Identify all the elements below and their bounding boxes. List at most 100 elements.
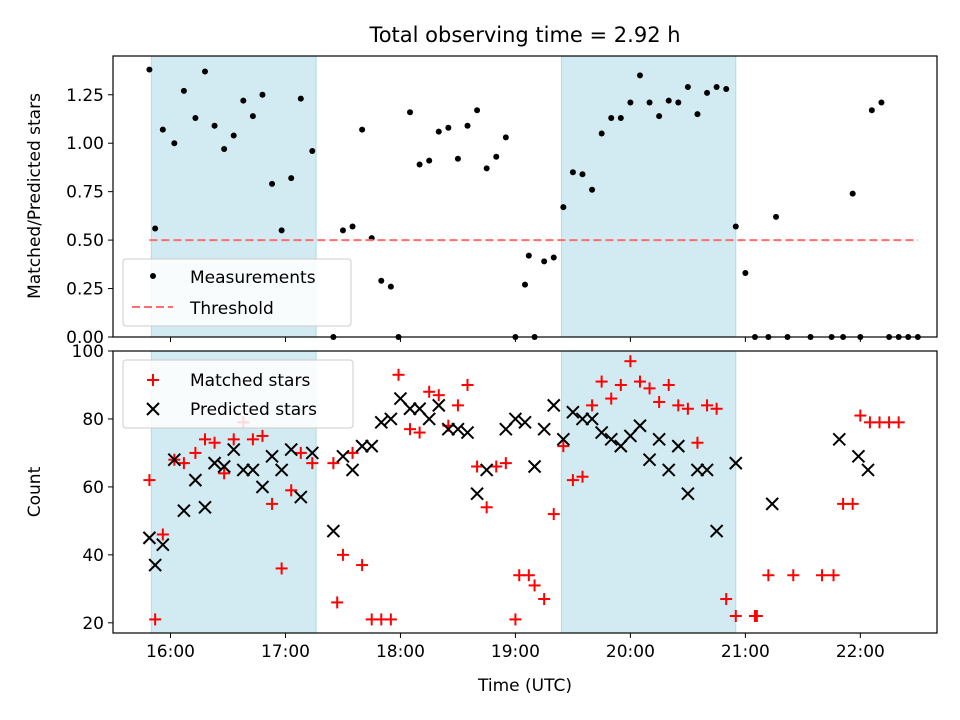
measurements-point xyxy=(146,66,153,73)
measurements-point xyxy=(240,97,247,104)
measurements-point xyxy=(627,99,634,106)
predicted-stars-point xyxy=(832,432,846,447)
predicted-stars-point xyxy=(556,432,571,447)
counts-y-axis-label: Count xyxy=(25,466,45,517)
matched-stars-point xyxy=(672,399,685,412)
measurements-point xyxy=(454,155,461,162)
ratio-y-tick-label: 0.75 xyxy=(66,183,104,203)
matched-stars-point xyxy=(729,610,742,623)
measurements-point xyxy=(665,97,672,104)
predicted-stars-point xyxy=(765,497,779,511)
matched-stars-point xyxy=(336,548,349,561)
measurements-point xyxy=(474,107,481,114)
measurements-point xyxy=(201,68,208,75)
matched-stars-point xyxy=(528,579,541,592)
predicted-stars-point xyxy=(527,459,542,474)
ratio-legend-box xyxy=(122,258,352,327)
counts-plot-frame xyxy=(112,350,938,634)
ratio-y-tick-label: 1.25 xyxy=(66,86,104,106)
measurements-point xyxy=(541,258,548,265)
ratio-legend[interactable]: Measurements Threshold xyxy=(122,258,352,327)
measurements-point xyxy=(742,270,749,277)
measurements-point xyxy=(171,140,178,147)
predicted-stars-point xyxy=(432,398,446,413)
predicted-stars-point xyxy=(156,537,170,552)
matched-stars-point xyxy=(566,474,579,487)
matched-stars-point xyxy=(522,569,535,582)
measurements-point xyxy=(278,227,285,234)
matched-stars-point xyxy=(499,457,512,470)
matched-stars-point xyxy=(624,355,637,368)
matched-stars-point xyxy=(143,474,156,487)
matched-stars-point xyxy=(586,399,599,412)
matched-stars-point xyxy=(461,378,474,391)
ratio-y-tick-label: 0.25 xyxy=(66,280,104,300)
ratio-panel: Total observing time = 2.92 h 0.00 0.25 0.… xyxy=(25,23,938,348)
counts-x-tick-label: 22:00 xyxy=(836,642,885,662)
measurements-point xyxy=(349,223,356,230)
counts-shaded-interval xyxy=(560,350,737,634)
counts-legend[interactable]: Matched stars Predicted stars xyxy=(122,359,354,429)
chart-title: Total observing time = 2.92 h xyxy=(368,23,680,47)
matched-stars-point xyxy=(156,528,169,541)
predicted-stars-point xyxy=(177,503,191,518)
predicted-stars-point xyxy=(662,463,676,477)
matched-stars-point xyxy=(208,436,221,449)
predicted-stars-point xyxy=(451,422,465,436)
measurements-point xyxy=(560,204,567,211)
matched-stars-point xyxy=(827,569,840,582)
measurements-point xyxy=(502,134,509,141)
matched-stars-point xyxy=(306,457,319,470)
measurements-point xyxy=(221,146,228,153)
predicted-stars-point xyxy=(422,412,436,426)
measurements-point xyxy=(646,99,653,106)
matched-stars-point xyxy=(710,402,723,415)
matched-stars-point xyxy=(413,426,426,439)
counts-y-tick-label: 80 xyxy=(82,410,104,430)
predicted-stars-point xyxy=(681,486,695,501)
ratio-y-tick-label: 1.00 xyxy=(66,134,104,154)
matched-stars-point xyxy=(576,470,589,483)
matched-stars-point xyxy=(294,446,307,459)
matched-stars-point xyxy=(762,569,775,582)
predicted-stars-point xyxy=(305,446,320,460)
measurements-point xyxy=(713,84,720,91)
matched-stars-point xyxy=(423,385,436,398)
legend-label-measurements: Measurements xyxy=(190,268,316,288)
ratio-y-axis-label: Matched/Predicted stars xyxy=(25,93,45,299)
matched-stars-point xyxy=(614,378,627,391)
matched-stars-point xyxy=(701,399,714,412)
counts-panel: 20 40 60 80 100 16:00 17:00 18:00 19:00 20:00 21:… xyxy=(25,342,938,696)
measurements-point xyxy=(849,190,856,197)
predicted-stars-point xyxy=(284,442,298,457)
matched-stars-point xyxy=(227,433,240,446)
predicted-stars-point xyxy=(470,486,484,501)
matched-stars-point xyxy=(189,446,202,459)
predicted-stars-point xyxy=(142,531,157,545)
predicted-stars-point xyxy=(364,439,379,453)
measurements-point xyxy=(378,277,385,284)
measurements-point xyxy=(269,180,276,187)
measurements-point xyxy=(426,157,433,164)
predicted-stars-point xyxy=(566,405,580,419)
measurements-point xyxy=(309,147,316,154)
matched-stars-point xyxy=(177,457,190,470)
measurements-point xyxy=(550,254,557,261)
ratio-y-tick-label: 0.50 xyxy=(66,231,104,251)
matched-stars-point xyxy=(480,501,493,514)
matched-stars-point xyxy=(451,399,464,412)
predicted-stars-point xyxy=(246,463,260,477)
measurements-point xyxy=(152,225,159,232)
matched-stars-point xyxy=(854,409,867,422)
matched-stars-point xyxy=(547,508,560,521)
matched-stars-point xyxy=(285,484,298,497)
matched-stars-point xyxy=(384,613,397,626)
matched-stars-point xyxy=(432,389,445,402)
counts-y-tick-label: 20 xyxy=(82,614,104,634)
predicted-stars-point xyxy=(633,419,647,433)
matched-stars-point xyxy=(595,375,608,388)
predicted-stars-point xyxy=(700,463,714,477)
measurements-point xyxy=(180,87,187,94)
measurements-point xyxy=(230,132,237,139)
